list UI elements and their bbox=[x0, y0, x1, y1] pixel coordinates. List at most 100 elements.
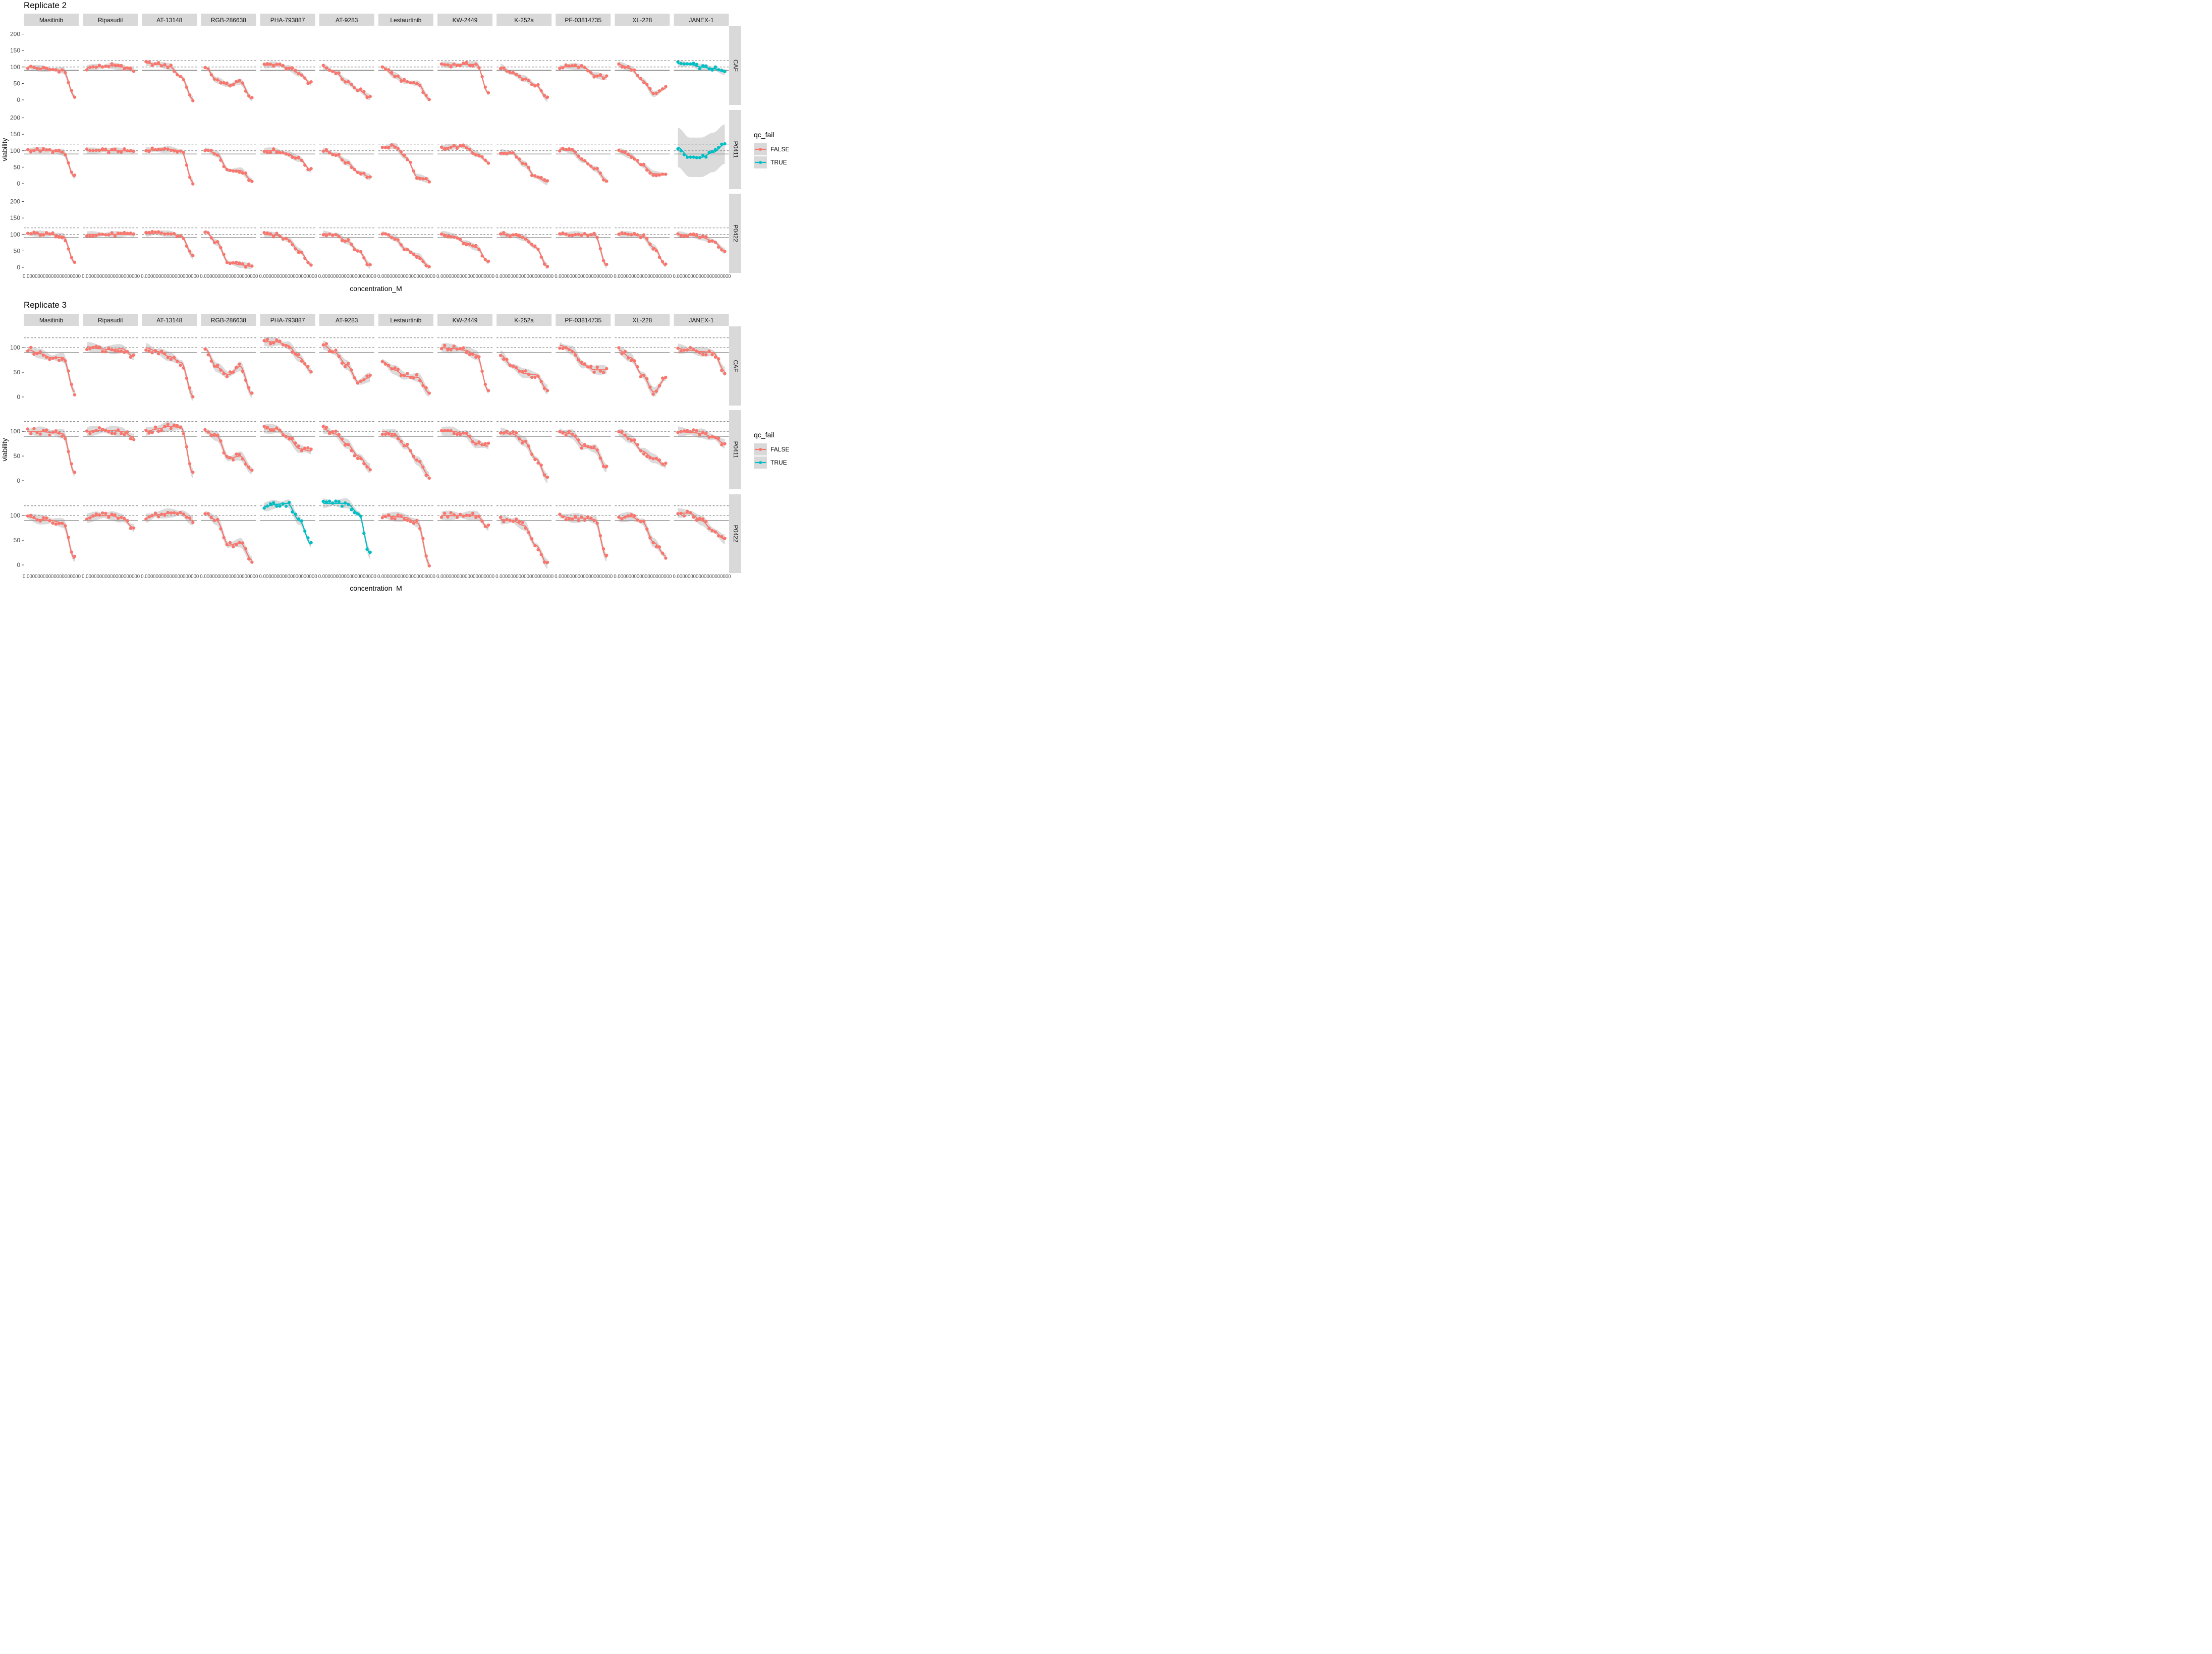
data-point bbox=[393, 366, 397, 370]
data-point bbox=[144, 60, 148, 64]
data-point bbox=[297, 251, 300, 254]
data-point bbox=[132, 353, 136, 357]
facet-panel bbox=[378, 505, 433, 568]
data-point bbox=[642, 162, 646, 166]
data-point bbox=[689, 346, 692, 350]
data-point bbox=[567, 147, 571, 151]
x-tick-label: 0.00000000000000000000 bbox=[23, 273, 81, 279]
data-point bbox=[651, 174, 655, 177]
data-point bbox=[514, 517, 518, 521]
facet-panel bbox=[83, 60, 138, 73]
data-point bbox=[169, 427, 173, 430]
fit-line bbox=[323, 502, 371, 555]
data-point bbox=[94, 512, 98, 516]
data-point bbox=[244, 265, 248, 269]
confidence-band bbox=[560, 147, 607, 183]
facet-panel bbox=[674, 124, 729, 177]
data-point bbox=[645, 454, 649, 459]
data-point bbox=[110, 431, 114, 435]
data-point bbox=[359, 250, 363, 254]
y-tick-label: 50 bbox=[14, 247, 21, 254]
confidence-band bbox=[205, 429, 252, 474]
y-tick-label: 100 bbox=[10, 64, 20, 71]
data-point bbox=[679, 234, 683, 238]
data-point bbox=[567, 429, 571, 433]
confidence-band bbox=[205, 230, 252, 269]
facet-panel bbox=[674, 337, 729, 376]
facet-panel bbox=[615, 227, 670, 268]
legend-title: qc_fail bbox=[754, 131, 774, 139]
facet-strip-drug bbox=[496, 314, 552, 326]
data-point bbox=[327, 499, 331, 503]
data-point bbox=[51, 522, 54, 525]
facet-label-drug: AT-13148 bbox=[156, 317, 182, 324]
facet-panel bbox=[319, 421, 374, 474]
data-point bbox=[380, 516, 384, 520]
facet-strip-drug bbox=[319, 314, 374, 326]
data-point bbox=[29, 150, 33, 154]
facet-label-drug: Ripasudil bbox=[98, 17, 123, 24]
data-point bbox=[471, 64, 475, 68]
data-point bbox=[262, 425, 266, 428]
data-point bbox=[393, 517, 397, 521]
data-point bbox=[664, 85, 668, 88]
data-point bbox=[268, 342, 272, 346]
data-point bbox=[284, 67, 288, 71]
facet-strip-cell bbox=[729, 326, 741, 406]
facet-panel bbox=[260, 144, 315, 173]
facet-label-cell: P0411 bbox=[732, 441, 739, 459]
data-point bbox=[502, 231, 506, 235]
data-point bbox=[324, 426, 328, 429]
data-point bbox=[247, 262, 251, 266]
y-tick-label: 50 bbox=[14, 452, 21, 460]
data-point bbox=[651, 392, 655, 396]
data-point bbox=[232, 458, 235, 462]
confidence-band bbox=[382, 65, 429, 101]
data-point bbox=[57, 70, 61, 74]
facet-strip-drug bbox=[674, 314, 729, 326]
data-point bbox=[29, 346, 33, 349]
data-point bbox=[297, 444, 300, 448]
y-tick-label: 200 bbox=[10, 31, 20, 38]
fit-line bbox=[501, 432, 548, 479]
data-point bbox=[704, 64, 708, 68]
y-tick-label: 50 bbox=[14, 537, 21, 544]
data-point bbox=[238, 261, 241, 265]
data-point bbox=[156, 61, 160, 65]
data-point bbox=[427, 564, 431, 567]
facet-panel bbox=[437, 60, 492, 96]
data-point bbox=[452, 344, 456, 348]
data-point bbox=[272, 501, 275, 504]
x-tick-label: 0.00000000000000000000 bbox=[141, 273, 199, 279]
data-point bbox=[88, 432, 92, 435]
data-point bbox=[605, 74, 609, 78]
data-point bbox=[324, 148, 328, 151]
data-point bbox=[664, 462, 668, 465]
y-tick-label: 100 bbox=[10, 147, 20, 154]
confidence-band bbox=[264, 231, 311, 267]
facet-strip-drug bbox=[142, 314, 197, 326]
fit-line bbox=[678, 512, 725, 540]
data-point bbox=[695, 233, 698, 237]
facet-label-drug: K-252a bbox=[514, 17, 534, 24]
facet-strip-drug bbox=[201, 14, 256, 26]
data-point bbox=[474, 355, 478, 359]
data-point bbox=[169, 358, 173, 361]
data-point bbox=[639, 236, 643, 240]
facet-panel bbox=[556, 227, 611, 268]
fit-line bbox=[27, 66, 75, 97]
data-point bbox=[343, 443, 347, 447]
fit-line bbox=[264, 64, 311, 84]
facet-panel bbox=[615, 505, 670, 560]
data-point bbox=[191, 182, 195, 186]
data-point bbox=[564, 518, 568, 522]
legend-title: qc_fail bbox=[754, 431, 774, 439]
data-point bbox=[661, 376, 665, 380]
data-point bbox=[48, 433, 51, 437]
facet-panel bbox=[674, 60, 729, 75]
data-point bbox=[35, 147, 39, 150]
fit-line bbox=[146, 233, 193, 257]
facet-strip-cell bbox=[729, 410, 741, 489]
facet-label-drug: KW-2449 bbox=[453, 317, 478, 324]
data-point bbox=[150, 230, 154, 234]
